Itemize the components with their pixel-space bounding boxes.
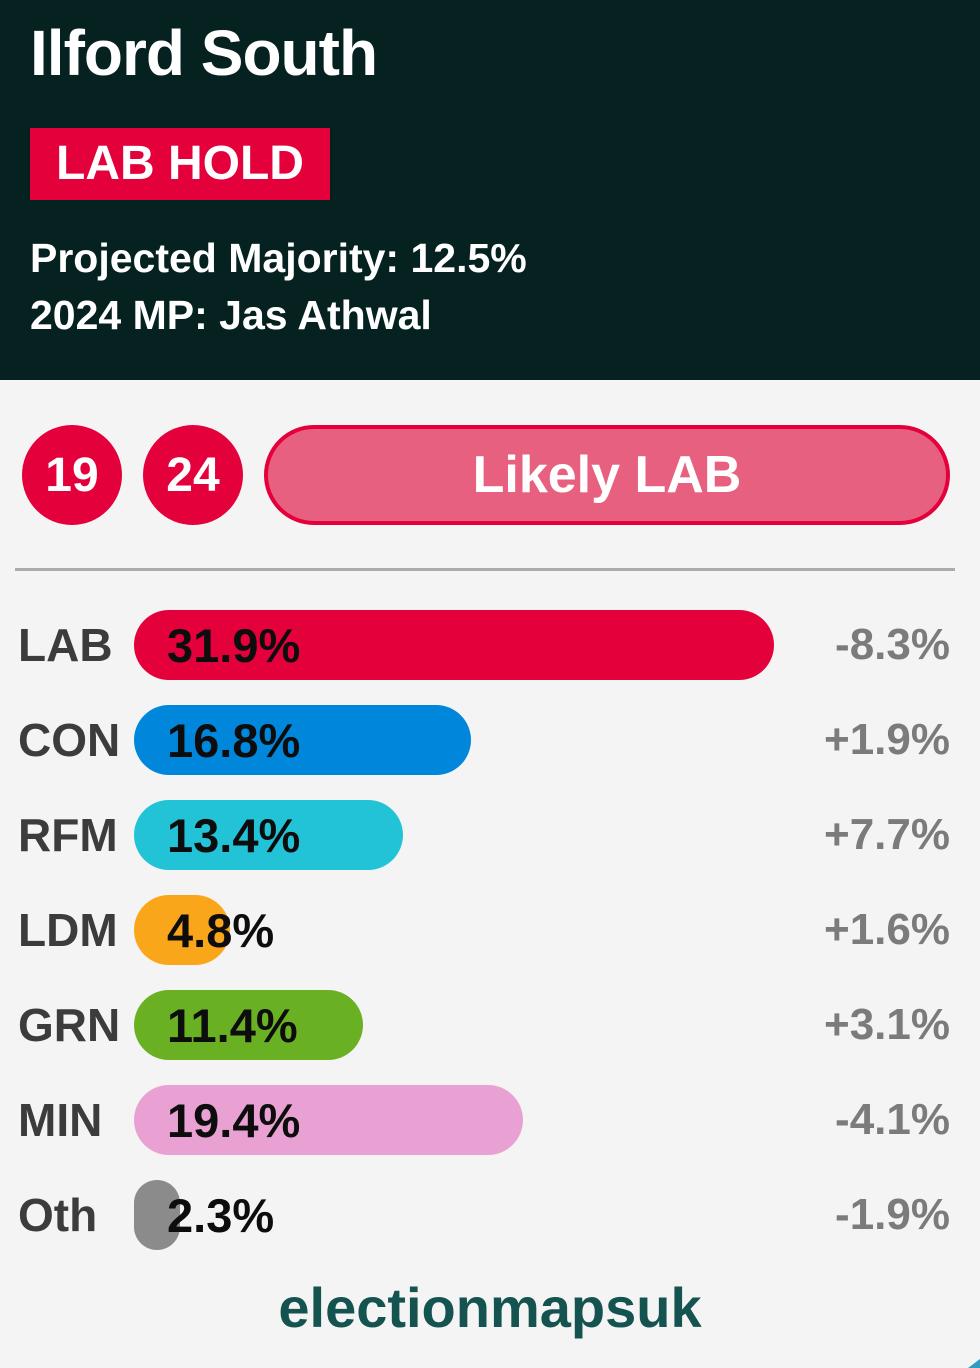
party-bar: [134, 610, 774, 680]
forecast-rating-pill: Likely LAB: [264, 425, 950, 525]
party-row: RFM 13.4% +7.7%: [0, 800, 980, 870]
party-bar: [134, 800, 403, 870]
result-badge: LAB HOLD: [30, 128, 330, 201]
party-share-label: 13.4%: [167, 808, 301, 862]
party-bar-area: 13.4%: [134, 800, 824, 870]
party-share-label: 16.8%: [167, 713, 301, 767]
party-row: Oth 2.3% -1.9%: [0, 1180, 980, 1250]
projected-majority-text: Projected Majority: 12.5%: [30, 235, 527, 282]
party-bar: [134, 705, 471, 775]
forecast-row: 19 24 Likely LAB: [0, 380, 980, 525]
party-change-label: +3.1%: [824, 1000, 950, 1049]
party-bar-area: 19.4%: [134, 1085, 830, 1155]
party-bar: [134, 1085, 523, 1155]
party-change-label: +7.7%: [824, 810, 950, 859]
party-share-label: 4.8%: [167, 903, 275, 957]
party-change-label: -4.1%: [835, 1095, 950, 1144]
party-bar-area: 2.3%: [134, 1180, 830, 1250]
party-bar-area: 31.9%: [134, 610, 830, 680]
party-label: GRN: [18, 999, 121, 1051]
watermark: electionmapsuk: [278, 1276, 702, 1339]
party-bar-area: 16.8%: [134, 705, 824, 775]
header: Ilford South LAB HOLD Projected Majority…: [0, 0, 980, 380]
party-bar: [134, 1180, 180, 1250]
party-row: LDM 4.8% +1.6%: [0, 895, 980, 965]
party-rows: LAB 31.9% -8.3% CON 16.8% +1.9% RFM 13.4…: [0, 610, 980, 1250]
party-row: GRN 11.4% +3.1%: [0, 990, 980, 1060]
party-label: MIN: [18, 1094, 103, 1146]
constituency-title: Ilford South: [30, 17, 378, 89]
party-change-label: +1.9%: [824, 715, 950, 764]
party-label: RFM: [18, 809, 118, 861]
party-change-label: +1.6%: [824, 905, 950, 954]
party-bar: [134, 990, 363, 1060]
party-bar: [134, 895, 230, 965]
party-change-label: -8.3%: [835, 620, 950, 669]
party-row: LAB 31.9% -8.3%: [0, 610, 980, 680]
party-bar-area: 11.4%: [134, 990, 824, 1060]
year-to-badge: 24: [143, 425, 243, 525]
party-label: LAB: [18, 619, 113, 671]
divider: [15, 568, 955, 571]
party-share-label: 11.4%: [167, 998, 298, 1052]
party-row: CON 16.8% +1.9%: [0, 705, 980, 775]
party-change-label: -1.9%: [835, 1190, 950, 1239]
party-label: Oth: [18, 1189, 98, 1241]
mp-text: 2024 MP: Jas Athwal: [30, 291, 432, 338]
party-share-label: 31.9%: [167, 618, 301, 672]
party-share-label: 2.3%: [167, 1188, 275, 1242]
corner-artifact: [968, 1359, 980, 1368]
party-row: MIN 19.4% -4.1%: [0, 1085, 980, 1155]
party-label: CON: [18, 714, 121, 766]
header-details: Projected Majority: 12.5% 2024 MP: Jas A…: [30, 230, 950, 343]
year-from-badge: 19: [22, 425, 122, 525]
party-label: LDM: [18, 904, 118, 956]
party-share-label: 19.4%: [167, 1093, 301, 1147]
party-bar-area: 4.8%: [134, 895, 824, 965]
